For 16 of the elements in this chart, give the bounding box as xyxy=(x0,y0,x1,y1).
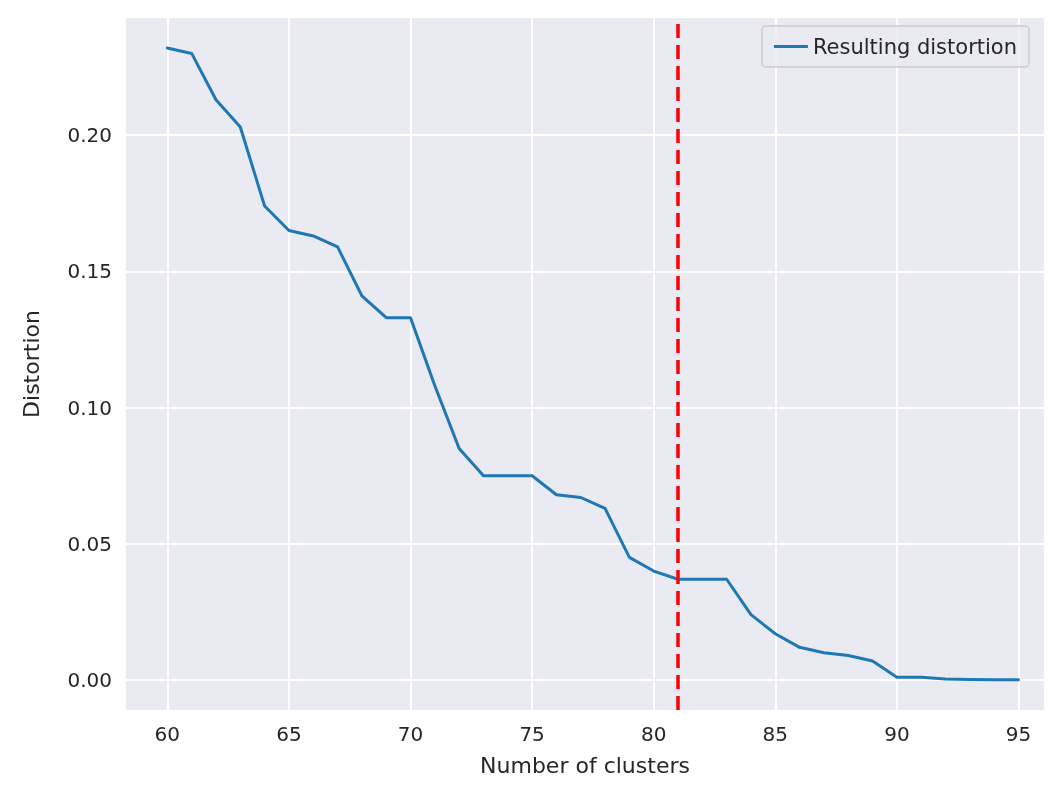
y-tick-label: 0.15 xyxy=(67,259,112,284)
x-tick-label: 80 xyxy=(640,722,667,746)
x-tick-label: 70 xyxy=(397,722,424,746)
x-tick-label: 75 xyxy=(519,722,545,746)
legend-label: Resulting distortion xyxy=(812,34,1018,59)
y-tick-label: 0.00 xyxy=(67,668,112,693)
x-axis-title: Number of clusters xyxy=(480,752,690,778)
x-tick-label: 60 xyxy=(154,722,181,746)
y-tick-label: 0.10 xyxy=(67,395,112,420)
y-axis-title: Distortion xyxy=(18,310,44,418)
x-tick-label: 85 xyxy=(762,722,789,746)
x-tick-label: 95 xyxy=(1005,722,1032,746)
y-tick-label: 0.05 xyxy=(67,531,112,556)
y-tick-label: 0.20 xyxy=(67,123,112,148)
x-tick-label: 90 xyxy=(884,722,910,746)
x-tick-label: 65 xyxy=(276,722,302,746)
